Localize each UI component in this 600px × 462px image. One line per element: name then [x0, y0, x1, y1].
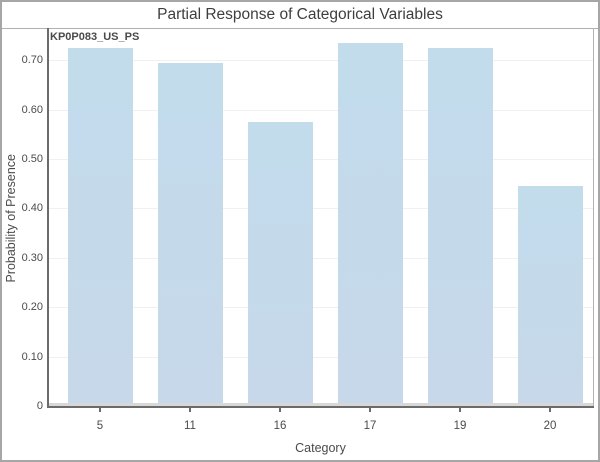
gridline — [49, 356, 593, 358]
x-tick-label: 19 — [453, 420, 467, 432]
y-tick-label: 0.20 — [21, 301, 43, 314]
y-tick-label: 0.30 — [21, 251, 43, 264]
bar-category-5[interactable] — [67, 47, 133, 406]
bar-category-16[interactable] — [247, 121, 313, 406]
chart-title: Partial Response of Categorical Variable… — [157, 6, 443, 23]
y-tick-label: 0.10 — [21, 350, 43, 363]
y-tick-label: 0.60 — [21, 103, 43, 116]
x-tick-mark — [279, 408, 281, 412]
y-tick-label: 0.70 — [21, 54, 43, 67]
plot-panel-border — [593, 28, 594, 408]
title-separator — [2, 28, 598, 29]
x-axis-title: Category — [295, 441, 346, 455]
y-axis-line — [47, 28, 49, 408]
x-tick-label: 20 — [543, 420, 557, 432]
x-axis-line — [47, 406, 594, 408]
gridline — [49, 208, 593, 210]
gridline — [49, 307, 593, 309]
gridline — [49, 109, 593, 111]
x-tick-label: 16 — [273, 420, 287, 432]
x-tick-mark — [459, 408, 461, 412]
y-tick-label: 0.40 — [21, 202, 43, 215]
bar-category-20[interactable] — [517, 186, 583, 406]
bar-category-17[interactable] — [337, 42, 403, 406]
x-tick-mark — [99, 408, 101, 412]
bar-category-11[interactable] — [157, 62, 223, 406]
y-tick-label: 0 — [36, 400, 43, 412]
baseline-strip — [49, 403, 593, 406]
gridline — [49, 158, 593, 160]
gridline — [49, 60, 593, 62]
x-tick-mark — [369, 408, 371, 412]
y-tick-label: 0.50 — [21, 152, 43, 165]
gridline — [49, 257, 593, 259]
x-tick-mark — [189, 408, 191, 412]
bar-category-19[interactable] — [427, 47, 493, 406]
x-tick-label: 11 — [184, 420, 196, 432]
variable-label: KP0P083_US_PS — [50, 31, 140, 43]
x-tick-label: 17 — [363, 420, 377, 432]
x-tick-mark — [549, 408, 551, 412]
x-tick-label: 5 — [96, 420, 104, 432]
